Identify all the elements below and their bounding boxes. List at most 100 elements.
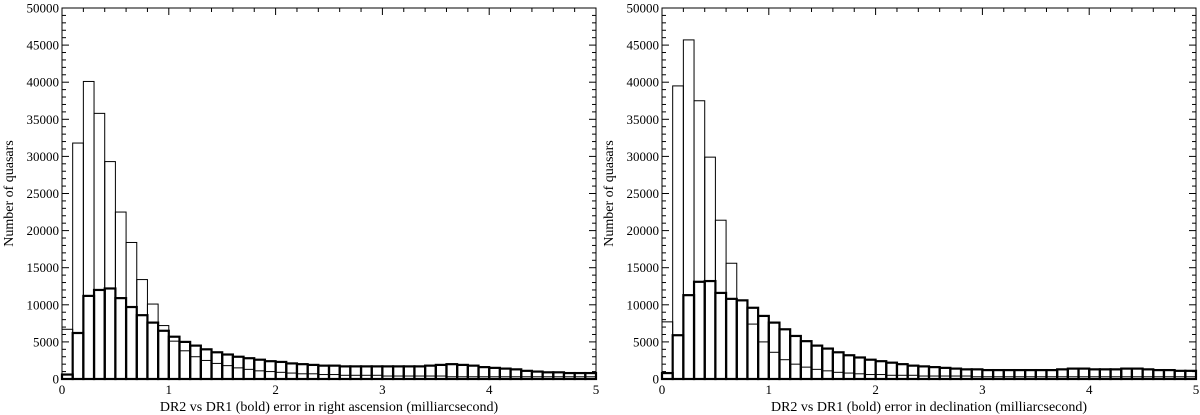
y-tick-label: 25000: [27, 186, 60, 201]
histogram-bar-bold: [767, 321, 781, 381]
histogram-bar-thin: [253, 370, 266, 380]
histogram-bar-bold: [253, 358, 267, 381]
histogram-bar-thin: [200, 359, 213, 380]
y-tick-label: 15000: [627, 260, 660, 275]
histogram-bar-bold: [906, 364, 920, 381]
histogram-bar-bold: [370, 365, 384, 381]
histogram-bar-bold: [1034, 368, 1048, 381]
histogram-bar-bold: [509, 368, 523, 381]
y-tick-label: 5000: [33, 334, 59, 349]
y-tick-label: 10000: [627, 297, 660, 312]
histogram-bar-thin: [168, 340, 180, 380]
histogram-bar-bold: [1120, 367, 1134, 381]
histogram-bar-bold: [1098, 368, 1112, 381]
y-axis-label: Number of quasars: [2, 140, 17, 247]
histogram-bar-bold: [724, 297, 738, 381]
histogram-bar-bold: [1024, 368, 1037, 381]
histogram-bar-bold: [434, 363, 448, 381]
histogram-bar-bold: [178, 340, 192, 381]
histogram-bar-thin: [800, 366, 813, 380]
x-tick-label: 0: [59, 382, 66, 397]
histogram-bar-bold: [103, 287, 117, 381]
histogram-bar-thin: [211, 362, 223, 380]
histogram-bar-thin: [82, 80, 95, 380]
histogram-bar-bold: [1077, 367, 1091, 381]
x-tick-label: 3: [979, 382, 986, 397]
histogram-bar-bold: [338, 365, 352, 381]
histogram-bar-bold: [157, 329, 170, 381]
histogram-bar-thin: [93, 112, 106, 380]
histogram-bar-thin: [661, 321, 674, 380]
histogram-bar-bold: [584, 371, 598, 381]
histogram-bar-bold: [242, 357, 256, 381]
histogram-bar-bold: [863, 358, 877, 381]
histogram-bar-thin: [704, 156, 716, 380]
histogram-bar-bold: [391, 365, 405, 381]
histogram-bar-bold: [552, 371, 566, 381]
histogram-bar-bold: [1002, 368, 1016, 381]
histogram-bar-bold: [92, 288, 106, 381]
histogram-bar-bold: [263, 360, 277, 381]
histogram-bar-bold: [573, 371, 587, 381]
x-tick-label: 4: [486, 382, 493, 397]
x-tick-label: 1: [766, 382, 773, 397]
histogram-bar-bold: [167, 335, 181, 381]
histogram-bar-thin: [789, 363, 802, 380]
histogram-bar-bold: [703, 279, 717, 381]
histogram-bar-bold: [789, 334, 802, 381]
x-tick-label: 4: [1086, 382, 1093, 397]
histogram-bar-thin: [768, 351, 780, 380]
histogram-bar-bold: [799, 340, 813, 381]
histogram-bar-bold: [692, 280, 706, 381]
histogram-bar-bold: [306, 363, 320, 381]
histogram-bar-bold: [991, 368, 1005, 381]
y-tick-label: 20000: [27, 223, 60, 238]
histogram-bar-bold: [295, 363, 309, 381]
histogram-bar-thin: [125, 241, 138, 380]
y-tick-label: 0: [53, 372, 60, 387]
histogram-bar-thin: [778, 359, 791, 380]
histogram-bar-thin: [72, 142, 84, 380]
histogram-bar-bold: [199, 348, 213, 381]
histogram-bar-bold: [71, 331, 85, 381]
histogram-bar-thin: [736, 299, 748, 380]
y-tick-label: 10000: [27, 297, 60, 312]
y-tick-label: 50000: [627, 1, 660, 16]
histogram-bar-bold: [317, 364, 331, 381]
histogram-bar-bold: [1130, 367, 1144, 381]
histogram-bar-bold: [221, 353, 234, 381]
histogram-bar-bold: [1162, 368, 1176, 381]
histogram-bar-bold: [917, 365, 931, 381]
histogram-bar-bold: [671, 334, 685, 381]
histogram-bar-thin: [746, 323, 759, 380]
histogram-bar-bold: [895, 363, 909, 381]
histogram-bar-thin: [157, 325, 170, 380]
x-tick-label: 1: [166, 382, 173, 397]
histogram-bar-bold: [970, 368, 984, 381]
histogram-bar-bold: [682, 294, 696, 381]
histogram-bar-bold: [778, 328, 792, 381]
histogram-bar-bold: [146, 321, 160, 381]
histogram-bar-bold: [274, 360, 288, 381]
y-tick-label: 35000: [627, 112, 660, 127]
series-bold: [660, 279, 1198, 381]
x-tick-label: 2: [872, 382, 879, 397]
histogram-bar-thin: [693, 100, 706, 380]
y-tick-label: 45000: [627, 38, 660, 53]
histogram-bar-bold: [1056, 368, 1069, 381]
y-tick-label: 25000: [627, 186, 660, 201]
y-tick-label: 5000: [633, 334, 659, 349]
histogram-bar-bold: [981, 368, 995, 381]
y-tick-label: 45000: [27, 38, 60, 53]
histogram-bar-bold: [735, 299, 749, 381]
y-axis-label: Number of quasars: [602, 140, 617, 247]
histogram-bar-bold: [82, 294, 96, 381]
x-axis-label: DR2 vs DR1 (bold) error in right ascensi…: [160, 400, 499, 415]
histogram-bar-thin: [757, 341, 770, 380]
histogram-bar-bold: [1066, 367, 1080, 381]
histogram-bar-bold: [424, 364, 437, 381]
histogram-right-ascension: 0 5000 10000 15000 20000 25000 30000 35000 40000…: [2, 1, 599, 415]
x-tick-label: 3: [379, 382, 386, 397]
histogram-bar-bold: [285, 362, 299, 381]
histogram-bar-bold: [831, 351, 845, 381]
